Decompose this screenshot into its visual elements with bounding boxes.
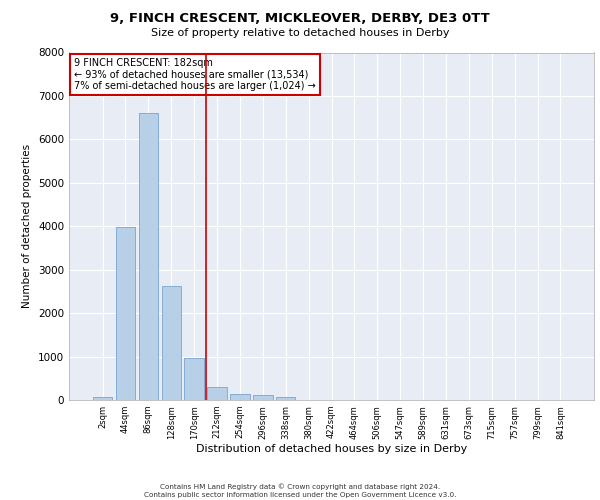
Y-axis label: Number of detached properties: Number of detached properties <box>22 144 32 308</box>
Bar <box>230 394 250 400</box>
Text: Size of property relative to detached houses in Derby: Size of property relative to detached ho… <box>151 28 449 38</box>
Text: 9 FINCH CRESCENT: 182sqm
← 93% of detached houses are smaller (13,534)
7% of sem: 9 FINCH CRESCENT: 182sqm ← 93% of detach… <box>74 58 316 91</box>
Bar <box>208 386 227 400</box>
Bar <box>184 358 204 400</box>
Bar <box>161 286 181 400</box>
Bar <box>276 396 295 400</box>
Text: 9, FINCH CRESCENT, MICKLEOVER, DERBY, DE3 0TT: 9, FINCH CRESCENT, MICKLEOVER, DERBY, DE… <box>110 12 490 26</box>
Bar <box>139 114 158 400</box>
X-axis label: Distribution of detached houses by size in Derby: Distribution of detached houses by size … <box>196 444 467 454</box>
Text: Contains HM Land Registry data © Crown copyright and database right 2024.
Contai: Contains HM Land Registry data © Crown c… <box>144 484 456 498</box>
Bar <box>116 227 135 400</box>
Bar <box>253 395 272 400</box>
Bar <box>93 396 112 400</box>
